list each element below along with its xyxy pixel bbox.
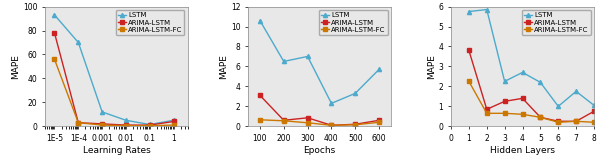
Line: ARIMA-LSTM-FC: ARIMA-LSTM-FC: [258, 118, 381, 127]
ARIMA-LSTM: [501, 100, 508, 102]
ARIMA-LSTM: [590, 110, 598, 112]
ARIMA-LSTM-FC: [328, 124, 335, 126]
ARIMA-LSTM: [376, 119, 383, 121]
Line: ARIMA-LSTM-FC: ARIMA-LSTM-FC: [52, 57, 176, 128]
Y-axis label: MAPE: MAPE: [219, 54, 228, 79]
ARIMA-LSTM-FC: [256, 119, 263, 121]
ARIMA-LSTM: [170, 121, 177, 123]
LSTM: [572, 90, 580, 92]
ARIMA-LSTM: [98, 123, 106, 125]
ARIMA-LSTM-FC: [122, 125, 130, 127]
LSTM: [328, 102, 335, 104]
ARIMA-LSTM: [256, 94, 263, 96]
Y-axis label: MAPE: MAPE: [427, 54, 436, 79]
LSTM: [466, 10, 473, 12]
LSTM: [51, 14, 58, 16]
ARIMA-LSTM-FC: [483, 112, 490, 114]
Line: ARIMA-LSTM: ARIMA-LSTM: [467, 48, 596, 123]
LSTM: [519, 72, 526, 73]
LSTM: [352, 92, 359, 94]
ARIMA-LSTM: [554, 120, 562, 122]
ARIMA-LSTM: [122, 124, 130, 126]
ARIMA-LSTM: [537, 116, 544, 118]
ARIMA-LSTM: [572, 120, 580, 122]
ARIMA-LSTM-FC: [98, 124, 106, 126]
X-axis label: Learning Rates: Learning Rates: [83, 146, 151, 155]
ARIMA-LSTM-FC: [590, 121, 598, 123]
ARIMA-LSTM-FC: [146, 125, 154, 127]
ARIMA-LSTM-FC: [554, 121, 562, 123]
X-axis label: Hidden Layers: Hidden Layers: [490, 146, 555, 155]
ARIMA-LSTM: [146, 124, 154, 126]
ARIMA-LSTM-FC: [572, 120, 580, 122]
ARIMA-LSTM: [352, 123, 359, 125]
ARIMA-LSTM-FC: [51, 58, 58, 60]
ARIMA-LSTM: [328, 124, 335, 126]
LSTM: [554, 105, 562, 107]
ARIMA-LSTM-FC: [352, 124, 359, 126]
Line: ARIMA-LSTM: ARIMA-LSTM: [52, 31, 176, 127]
ARIMA-LSTM-FC: [304, 122, 311, 124]
ARIMA-LSTM-FC: [376, 121, 383, 123]
LSTM: [122, 119, 130, 121]
ARIMA-LSTM-FC: [466, 80, 473, 82]
Line: ARIMA-LSTM-FC: ARIMA-LSTM-FC: [467, 79, 596, 124]
ARIMA-LSTM: [519, 97, 526, 99]
Line: LSTM: LSTM: [52, 13, 176, 127]
ARIMA-LSTM-FC: [501, 112, 508, 114]
Legend: LSTM, ARIMA-LSTM, ARIMA-LSTM-FC: LSTM, ARIMA-LSTM, ARIMA-LSTM-FC: [116, 10, 184, 35]
Y-axis label: MAPE: MAPE: [11, 54, 20, 79]
ARIMA-LSTM: [304, 117, 311, 119]
ARIMA-LSTM-FC: [170, 124, 177, 126]
ARIMA-LSTM-FC: [519, 113, 526, 115]
LSTM: [98, 111, 106, 113]
LSTM: [483, 9, 490, 10]
LSTM: [537, 81, 544, 83]
LSTM: [146, 123, 154, 125]
Line: LSTM: LSTM: [258, 18, 381, 105]
LSTM: [170, 119, 177, 121]
ARIMA-LSTM-FC: [75, 122, 82, 124]
LSTM: [501, 80, 508, 82]
Line: ARIMA-LSTM: ARIMA-LSTM: [258, 93, 381, 127]
LSTM: [376, 68, 383, 70]
ARIMA-LSTM: [51, 32, 58, 34]
Legend: LSTM, ARIMA-LSTM, ARIMA-LSTM-FC: LSTM, ARIMA-LSTM, ARIMA-LSTM-FC: [521, 10, 590, 35]
ARIMA-LSTM: [483, 108, 490, 110]
Legend: LSTM, ARIMA-LSTM, ARIMA-LSTM-FC: LSTM, ARIMA-LSTM, ARIMA-LSTM-FC: [319, 10, 388, 35]
LSTM: [75, 41, 82, 43]
LSTM: [280, 61, 287, 62]
ARIMA-LSTM: [75, 122, 82, 124]
LSTM: [256, 20, 263, 21]
ARIMA-LSTM: [466, 50, 473, 51]
X-axis label: Epochs: Epochs: [304, 146, 335, 155]
LSTM: [304, 55, 311, 57]
LSTM: [590, 104, 598, 106]
ARIMA-LSTM: [280, 119, 287, 121]
ARIMA-LSTM-FC: [280, 120, 287, 122]
ARIMA-LSTM-FC: [537, 116, 544, 118]
Line: LSTM: LSTM: [467, 8, 596, 108]
